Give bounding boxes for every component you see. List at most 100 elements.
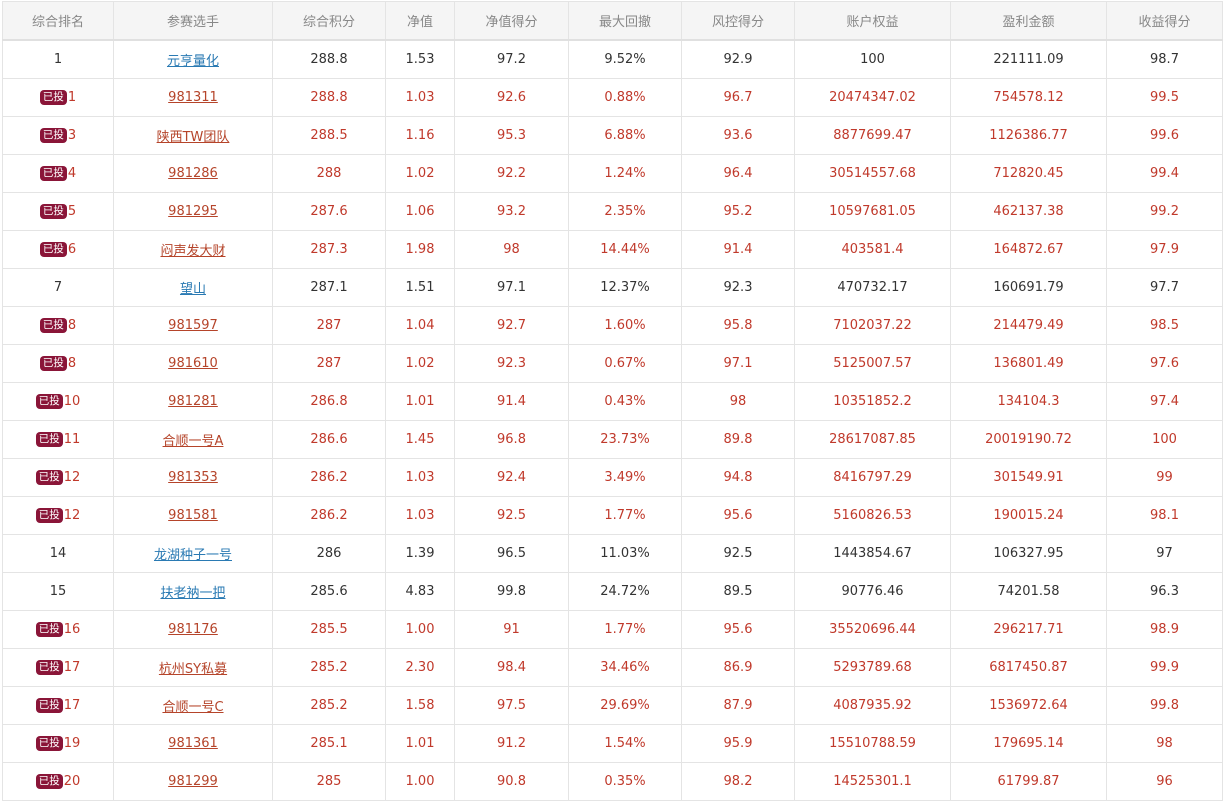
rank-cell: 已投 12: [2, 496, 114, 535]
player-link[interactable]: 981353: [168, 470, 218, 485]
nav-cell: 2.30: [385, 648, 455, 687]
player-cell: 981597: [113, 306, 273, 345]
player-link[interactable]: 981295: [168, 204, 218, 219]
player-link[interactable]: 合顺一号A: [162, 434, 224, 449]
max-drawdown-cell: 34.46%: [568, 648, 682, 687]
player-link[interactable]: 981581: [168, 508, 218, 523]
nav-cell: 1.03: [385, 496, 455, 535]
risk-score-cell: 96.4: [681, 154, 795, 193]
header-max-drawdown[interactable]: 最大回撤: [568, 1, 682, 41]
nav-score-cell: 91.4: [454, 382, 569, 421]
score-cell: 286.6: [272, 420, 386, 459]
nav-score-cell: 93.2: [454, 192, 569, 231]
rank-cell: 已投 8: [2, 306, 114, 345]
nav-score-cell: 90.8: [454, 762, 569, 801]
player-cell: 981176: [113, 610, 273, 649]
table-row: 已投 10 981281 286.8 1.01 91.4 0.43% 98 10351852.2…: [2, 382, 1223, 421]
risk-score-cell: 91.4: [681, 230, 795, 269]
table-body: 1 元亨量化 288.8 1.53 97.2 9.52% 92.9 100 221111.09 9…: [2, 39, 1223, 801]
player-cell: 981581: [113, 496, 273, 535]
return-score-cell: 97.6: [1106, 344, 1223, 383]
rank-cell: 已投 5: [2, 192, 114, 231]
header-score[interactable]: 综合积分: [272, 1, 386, 41]
nav-cell: 1.03: [385, 78, 455, 117]
equity-cell: 28617087.85: [794, 420, 951, 459]
header-rank[interactable]: 综合排名: [2, 1, 114, 41]
rank-value: 11: [63, 432, 81, 447]
header-nav-score[interactable]: 净值得分: [454, 1, 569, 41]
score-cell: 285.5: [272, 610, 386, 649]
return-score-cell: 99.6: [1106, 116, 1223, 155]
nav-cell: 1.01: [385, 382, 455, 421]
player-link[interactable]: 981597: [168, 318, 218, 333]
header-player[interactable]: 参赛选手: [113, 1, 273, 41]
player-link[interactable]: 杭州SY私募: [158, 662, 228, 677]
table-row: 已投 12 981353 286.2 1.03 92.4 3.49% 94.8 8416797.…: [2, 458, 1223, 497]
rank-value: 12: [63, 470, 81, 485]
table-row: 已投 8 981597 287 1.04 92.7 1.60% 95.8 7102037.22 2…: [2, 306, 1223, 345]
nav-cell: 1.39: [385, 534, 455, 573]
player-cell: 981353: [113, 458, 273, 497]
player-cell: 981299: [113, 762, 273, 801]
profit-cell: 712820.45: [950, 154, 1107, 193]
player-link[interactable]: 闷声发大财: [160, 244, 226, 259]
player-link[interactable]: 981361: [168, 736, 218, 751]
rank-cell: 已投 1: [2, 78, 114, 117]
risk-score-cell: 92.9: [681, 39, 795, 79]
equity-cell: 30514557.68: [794, 154, 951, 193]
nav-score-cell: 96.8: [454, 420, 569, 459]
header-equity[interactable]: 账户权益: [794, 1, 951, 41]
header-risk-score[interactable]: 风控得分: [681, 1, 795, 41]
score-cell: 288: [272, 154, 386, 193]
nav-score-cell: 98.4: [454, 648, 569, 687]
player-cell: 981311: [113, 78, 273, 117]
player-link[interactable]: 981311: [168, 90, 218, 105]
nav-cell: 1.01: [385, 724, 455, 763]
player-link[interactable]: 981286: [168, 166, 218, 181]
player-link[interactable]: 981176: [168, 622, 218, 637]
equity-cell: 5160826.53: [794, 496, 951, 535]
player-link[interactable]: 合顺一号C: [162, 700, 224, 715]
score-cell: 287.1: [272, 268, 386, 307]
player-cell: 扶老衲一把: [113, 572, 273, 611]
score-cell: 286.2: [272, 458, 386, 497]
player-link[interactable]: 陕西TW团队: [156, 130, 230, 145]
player-cell: 望山: [113, 268, 273, 307]
max-drawdown-cell: 0.35%: [568, 762, 682, 801]
player-cell: 杭州SY私募: [113, 648, 273, 687]
player-link[interactable]: 981281: [168, 394, 218, 409]
header-return-score[interactable]: 收益得分: [1106, 1, 1223, 41]
header-row: 综合排名 参赛选手 综合积分 净值 净值得分 最大回撤 风控得分 账户权益 盈利…: [2, 1, 1223, 41]
table-row: 已投 8 981610 287 1.02 92.3 0.67% 97.1 5125007.57 1…: [2, 344, 1223, 383]
player-link[interactable]: 元亨量化: [166, 54, 219, 69]
risk-score-cell: 98: [681, 382, 795, 421]
nav-score-cell: 96.5: [454, 534, 569, 573]
header-profit[interactable]: 盈利金额: [950, 1, 1107, 41]
player-link[interactable]: 981299: [168, 774, 218, 789]
player-link[interactable]: 扶老衲一把: [160, 586, 226, 601]
profit-cell: 1126386.77: [950, 116, 1107, 155]
profit-cell: 190015.24: [950, 496, 1107, 535]
rank-cell: 已投 4: [2, 154, 114, 193]
rank-value: 14: [49, 546, 67, 561]
header-nav[interactable]: 净值: [385, 1, 455, 41]
nav-score-cell: 92.4: [454, 458, 569, 497]
score-cell: 285.1: [272, 724, 386, 763]
risk-score-cell: 89.8: [681, 420, 795, 459]
player-link[interactable]: 望山: [179, 282, 206, 297]
rank-cell: 已投 10: [2, 382, 114, 421]
nav-score-cell: 91.2: [454, 724, 569, 763]
rank-value: 19: [63, 736, 81, 751]
player-cell: 龙湖种子一号: [113, 534, 273, 573]
rank-cell: 已投 8: [2, 344, 114, 383]
nav-cell: 1.45: [385, 420, 455, 459]
player-link[interactable]: 981610: [168, 356, 218, 371]
max-drawdown-cell: 2.35%: [568, 192, 682, 231]
equity-cell: 7102037.22: [794, 306, 951, 345]
profit-cell: 1536972.64: [950, 686, 1107, 725]
equity-cell: 1443854.67: [794, 534, 951, 573]
invested-badge: 已投: [35, 736, 63, 751]
player-cell: 元亨量化: [113, 39, 273, 79]
player-link[interactable]: 龙湖种子一号: [153, 548, 232, 563]
